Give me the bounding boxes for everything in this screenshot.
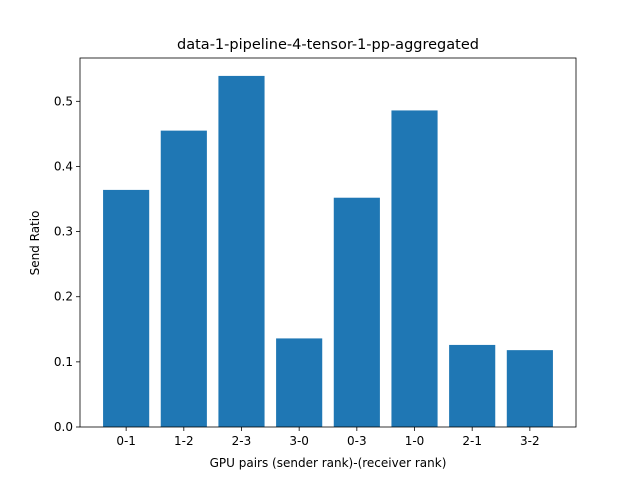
x-tick-label: 1-2	[174, 434, 194, 448]
y-tick-label: 0.1	[54, 355, 73, 369]
bars-group	[103, 75, 553, 428]
y-tick-label: 0.4	[54, 159, 73, 173]
y-axis-ticks: 0.0 0.1 0.2 0.3 0.4 0.5	[54, 94, 80, 434]
chart-title: data-1-pipeline-4-tensor-1-pp-aggregated	[177, 37, 479, 53]
y-tick-label: 0.2	[54, 290, 73, 304]
bar-3-0	[276, 338, 323, 427]
bar-1-0	[391, 110, 438, 428]
y-axis-label: Send Ratio	[28, 211, 42, 276]
y-tick-label: 0.5	[54, 94, 73, 108]
x-axis-ticks: 0-1 1-2 2-3 3-0 0-3 1-0 2-1 3-2	[116, 427, 540, 448]
x-axis-label: GPU pairs (sender rank)-(receiver rank)	[210, 456, 447, 470]
x-tick-label: 2-3	[232, 434, 252, 448]
bar-0-3	[333, 197, 380, 427]
bar-1-2	[160, 130, 207, 427]
x-tick-label: 1-0	[405, 434, 425, 448]
bar-3-2	[506, 350, 553, 427]
plot-frame	[79, 57, 577, 428]
bar-2-1	[449, 344, 496, 427]
bar-2-3	[218, 75, 265, 427]
y-tick-label: 0.3	[54, 225, 73, 239]
x-tick-label: 0-3	[347, 434, 367, 448]
x-tick-label: 2-1	[462, 434, 482, 448]
y-tick-label: 0.0	[54, 420, 73, 434]
bar-0-1	[103, 189, 150, 427]
x-tick-label: 3-2	[520, 434, 540, 448]
x-tick-label: 0-1	[116, 434, 136, 448]
x-tick-label: 3-0	[289, 434, 309, 448]
